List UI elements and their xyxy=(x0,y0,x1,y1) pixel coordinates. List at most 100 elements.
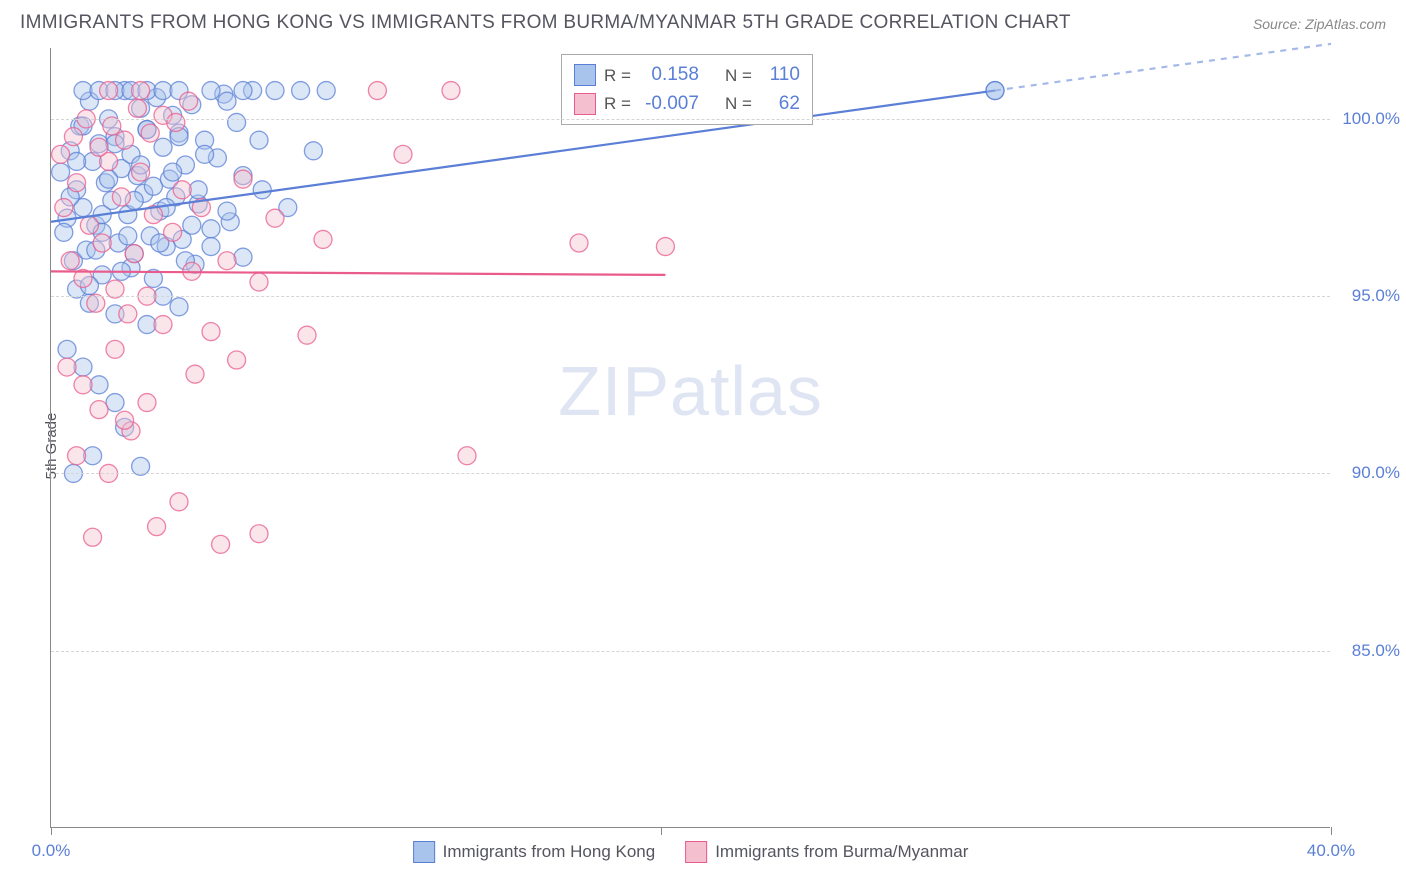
chart-plot-area: ZIPatlas R =0.158 N =110R =-0.007 N =62 … xyxy=(50,48,1330,828)
scatter-point xyxy=(986,82,1004,100)
scatter-point xyxy=(90,401,108,419)
n-label: N = xyxy=(725,63,752,89)
scatter-point xyxy=(93,234,111,252)
scatter-point xyxy=(68,447,86,465)
scatter-point xyxy=(250,273,268,291)
legend-swatch xyxy=(413,841,435,863)
scatter-point xyxy=(125,245,143,263)
scatter-point xyxy=(119,305,137,323)
chart-title: IMMIGRANTS FROM HONG KONG VS IMMIGRANTS … xyxy=(20,12,1071,34)
scatter-point xyxy=(266,209,284,227)
plot-svg xyxy=(51,48,1331,828)
source-attribution: Source: ZipAtlas.com xyxy=(1253,16,1386,32)
bottom-legend-item: Immigrants from Burma/Myanmar xyxy=(685,841,968,863)
legend-swatch xyxy=(574,64,596,86)
legend-swatch xyxy=(685,841,707,863)
scatter-point xyxy=(132,163,150,181)
scatter-point xyxy=(58,340,76,358)
xtick-label: 40.0% xyxy=(1307,841,1355,861)
scatter-point xyxy=(183,216,201,234)
scatter-point xyxy=(154,82,172,100)
scatter-point xyxy=(74,82,92,100)
xtick xyxy=(1331,827,1332,835)
scatter-point xyxy=(90,138,108,156)
scatter-point xyxy=(138,394,156,412)
scatter-point xyxy=(164,223,182,241)
scatter-point xyxy=(180,92,198,110)
legend-stats-row: R =-0.007 N =62 xyxy=(574,90,800,119)
scatter-point xyxy=(394,145,412,163)
scatter-point xyxy=(68,152,86,170)
correlation-stats-box: R =0.158 N =110R =-0.007 N =62 xyxy=(561,54,813,125)
scatter-point xyxy=(173,181,191,199)
bottom-legend: Immigrants from Hong Kong Immigrants from… xyxy=(413,841,969,863)
xtick xyxy=(661,827,662,835)
scatter-point xyxy=(138,316,156,334)
ytick-label: 85.0% xyxy=(1340,641,1400,661)
r-label: R = xyxy=(604,91,631,117)
scatter-point xyxy=(112,188,130,206)
scatter-point xyxy=(52,145,70,163)
scatter-point xyxy=(74,358,92,376)
scatter-point xyxy=(292,82,310,100)
scatter-point xyxy=(253,181,271,199)
bottom-legend-item: Immigrants from Hong Kong xyxy=(413,841,656,863)
xtick-label: 0.0% xyxy=(32,841,71,861)
scatter-point xyxy=(64,128,82,146)
scatter-point xyxy=(52,163,70,181)
r-label: R = xyxy=(604,63,631,89)
scatter-point xyxy=(218,202,236,220)
scatter-point xyxy=(106,394,124,412)
scatter-point xyxy=(656,238,674,256)
legend-label: Immigrants from Hong Kong xyxy=(443,842,656,862)
scatter-point xyxy=(68,174,86,192)
n-value: 110 xyxy=(760,61,800,90)
scatter-point xyxy=(458,447,476,465)
scatter-point xyxy=(212,535,230,553)
scatter-point xyxy=(442,82,460,100)
regression-line-dashed xyxy=(995,44,1331,91)
scatter-point xyxy=(202,238,220,256)
scatter-point xyxy=(218,92,236,110)
scatter-point xyxy=(186,365,204,383)
scatter-point xyxy=(116,131,134,149)
legend-swatch xyxy=(574,93,596,115)
scatter-point xyxy=(314,230,332,248)
regression-line xyxy=(51,271,665,275)
scatter-point xyxy=(84,528,102,546)
scatter-point xyxy=(84,447,102,465)
scatter-point xyxy=(106,340,124,358)
scatter-point xyxy=(80,216,98,234)
ytick-label: 100.0% xyxy=(1340,109,1400,129)
scatter-point xyxy=(128,99,146,117)
r-value: 0.158 xyxy=(639,61,699,90)
ytick-label: 95.0% xyxy=(1340,286,1400,306)
scatter-point xyxy=(154,138,172,156)
scatter-point xyxy=(266,82,284,100)
gridline-h xyxy=(51,119,1330,120)
scatter-point xyxy=(55,223,73,241)
scatter-point xyxy=(170,493,188,511)
scatter-point xyxy=(170,298,188,316)
scatter-point xyxy=(228,113,246,131)
scatter-point xyxy=(141,124,159,142)
scatter-point xyxy=(368,82,386,100)
gridline-h xyxy=(51,473,1330,474)
scatter-point xyxy=(154,316,172,334)
scatter-point xyxy=(250,131,268,149)
scatter-point xyxy=(570,234,588,252)
scatter-point xyxy=(202,323,220,341)
scatter-point xyxy=(116,411,134,429)
scatter-point xyxy=(100,82,118,100)
scatter-point xyxy=(304,142,322,160)
scatter-point xyxy=(250,525,268,543)
scatter-point xyxy=(144,177,162,195)
scatter-point xyxy=(167,113,185,131)
scatter-point xyxy=(234,170,252,188)
scatter-point xyxy=(218,252,236,270)
gridline-h xyxy=(51,651,1330,652)
scatter-point xyxy=(164,163,182,181)
n-label: N = xyxy=(725,91,752,117)
n-value: 62 xyxy=(760,90,800,119)
scatter-point xyxy=(61,252,79,270)
